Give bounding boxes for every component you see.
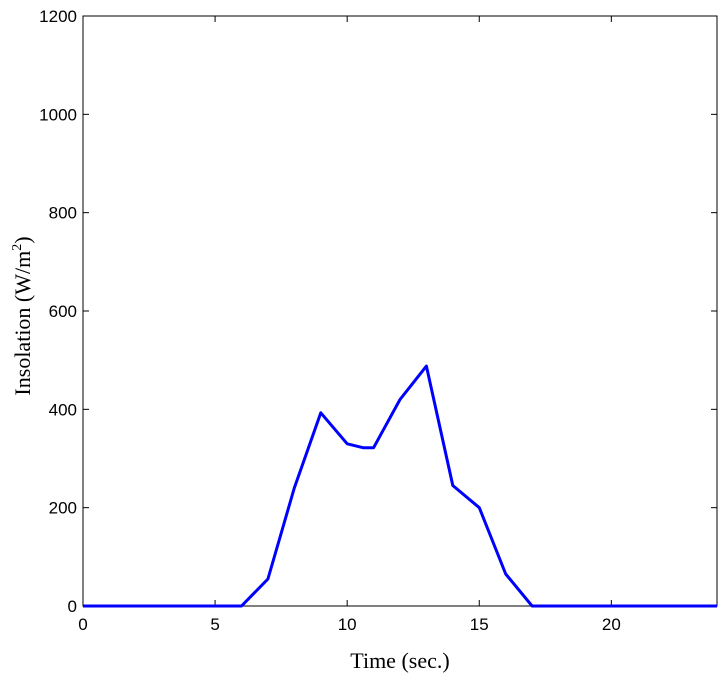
y-axis-ticks: 0 200 400 600 800 1000 1200	[39, 7, 717, 616]
plot-area	[82, 15, 718, 607]
y-tick-label: 0	[68, 597, 77, 616]
x-tick-label: 10	[338, 615, 357, 634]
y-axis-label-superscript: 2	[10, 244, 25, 251]
x-axis-ticks: 0 5 10 15 20	[78, 16, 621, 634]
x-axis-label: Time (sec.)	[350, 648, 449, 673]
x-tick-label: 20	[602, 615, 621, 634]
y-tick-label: 1200	[39, 7, 77, 26]
y-tick-label: 400	[49, 400, 77, 419]
series-line	[83, 364, 717, 608]
x-tick-label: 5	[210, 615, 219, 634]
series-layer	[83, 364, 717, 608]
y-tick-label: 600	[49, 302, 77, 321]
x-tick-label: 0	[78, 615, 87, 634]
y-axis-label: Insolation (W/m2)	[10, 236, 35, 395]
y-tick-label: 200	[49, 499, 77, 518]
y-tick-label: 800	[49, 204, 77, 223]
y-tick-label: 1000	[39, 105, 77, 124]
y-axis-label-close: )	[10, 236, 35, 243]
y-axis-label-main: Insolation (W/m	[10, 251, 35, 396]
x-tick-label: 15	[470, 615, 489, 634]
